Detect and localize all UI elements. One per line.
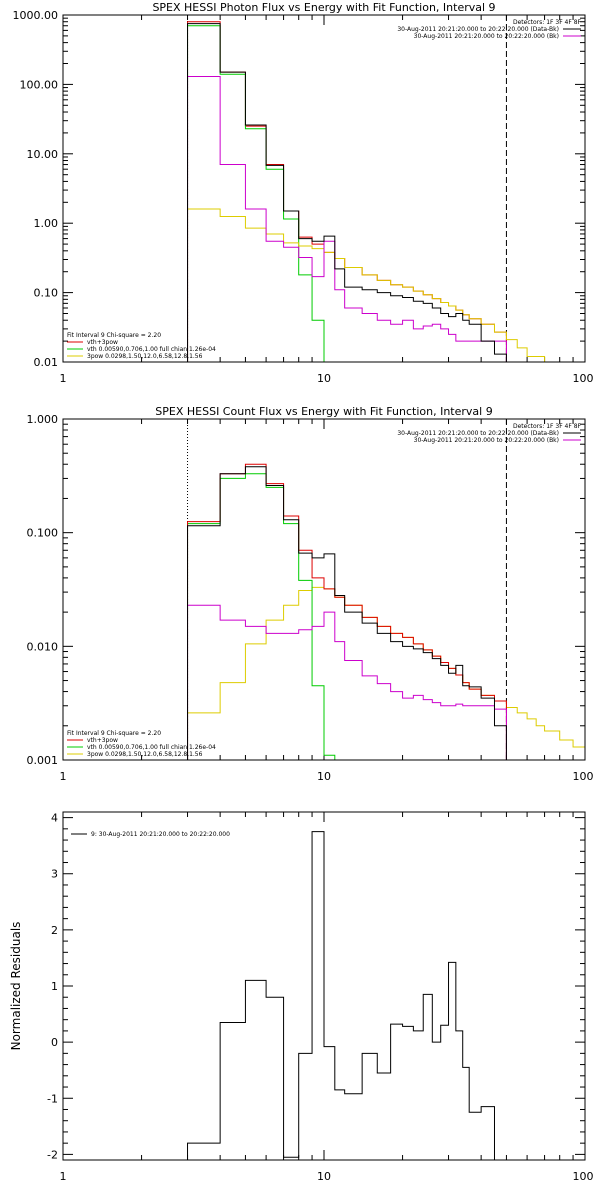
- series-3pow-line: [187, 586, 585, 760]
- x-tick-label: 1: [60, 770, 67, 783]
- series-bk-line: [187, 604, 507, 760]
- photon-flux-panel: SPEX HESSI Photon Flux vs Energy with Fi…: [13, 1, 594, 385]
- plot-frame: [62, 418, 586, 761]
- legend-entry: vth 0.00590,0.706,1.00 full chian 1.26e-…: [87, 744, 216, 751]
- x-tick-label: 10: [317, 770, 331, 783]
- y-tick-label: 0.001: [27, 754, 59, 767]
- legend-entry: 30-Aug-2011 20:21:20.000 to 20:22:20.000…: [414, 437, 559, 444]
- x-tick-label: 1: [60, 372, 67, 385]
- residuals-panel: Normalized Residuals 1 10 100 -2 -1 0 1 2 3 4 9: 30…: [9, 811, 594, 1183]
- y-tick-label: 0: [51, 1036, 58, 1049]
- legend-entry: 30-Aug-2011 20:21:20.000 to 20:22:20.000…: [397, 26, 559, 33]
- legend-entry: 30-Aug-2011 20:21:20.000 to 20:22:20.000…: [414, 33, 559, 40]
- y-tick-label: 0.010: [27, 640, 59, 653]
- series-vth-3pow-line: [187, 21, 507, 362]
- y-tick-label: 100.00: [20, 78, 59, 91]
- plot-frame: [62, 811, 586, 1161]
- y-tick-label: 1000.00: [13, 9, 59, 22]
- legend-entry: vth+3pow: [87, 737, 118, 744]
- x-tick-label: 100: [573, 770, 594, 783]
- y-tick-label: 0.10: [34, 287, 59, 300]
- legend-entry: vth 0.00590,0.706,1.00 full chian 1.26e-…: [87, 346, 216, 353]
- y-tick-label: 1: [51, 980, 58, 993]
- legend-entry: Detectors: 1F 3F 4F 8F: [513, 423, 582, 430]
- x-tick-label: 100: [573, 372, 594, 385]
- chart-title: SPEX HESSI Count Flux vs Energy with Fit…: [155, 405, 492, 418]
- y-tick-label: -2: [47, 1148, 58, 1161]
- series-residuals-line: [187, 831, 507, 1160]
- series-bk-line: [187, 75, 507, 362]
- series-data-bk-line: [187, 23, 507, 362]
- y-tick-label: 0.100: [27, 527, 59, 540]
- legend-entry: Fit Interval 9 Chi-square = 2.20: [67, 730, 161, 737]
- legend-entry: vth+3pow: [87, 339, 118, 346]
- series-3pow-line: [187, 208, 546, 362]
- x-tick-label: 10: [317, 1170, 331, 1183]
- legend-entry: 3pow 0.0298,1.50,12.0,6.58,12.8,1.56: [87, 751, 203, 758]
- x-tick-label: 1: [60, 1170, 67, 1183]
- count-flux-panel: SPEX HESSI Count Flux vs Energy with Fit…: [27, 405, 594, 783]
- y-tick-label: 2: [51, 924, 58, 937]
- y-tick-label: 0.01: [34, 356, 59, 369]
- legend-entry: 3pow 0.0298,1.50,12.0,6.58,12.8,1.56: [87, 353, 203, 360]
- series-data-bk-line: [187, 466, 507, 760]
- y-axis-label: Normalized Residuals: [9, 922, 23, 1051]
- legend-entry: 9: 30-Aug-2011 20:21:20.000 to 20:22:20.…: [91, 831, 230, 838]
- legend-entry: Fit Interval 9 Chi-square = 2.20: [67, 332, 161, 339]
- y-tick-label: 3: [51, 868, 58, 881]
- x-tick-label: 100: [573, 1170, 594, 1183]
- y-tick-label: 1.00: [34, 217, 59, 230]
- legend-entry: 30-Aug-2011 20:21:20.000 to 20:22:20.000…: [397, 430, 559, 437]
- y-tick-label: 10.00: [27, 148, 59, 161]
- y-tick-label: 1.000: [27, 413, 59, 426]
- y-tick-label: 4: [51, 812, 58, 825]
- x-tick-label: 10: [317, 372, 331, 385]
- chart-title: SPEX HESSI Photon Flux vs Energy with Fi…: [152, 1, 495, 14]
- plot-frame: [62, 14, 586, 363]
- legend-entry: Detectors: 1F 3F 4F 8F: [513, 19, 582, 26]
- y-tick-label: -1: [47, 1092, 58, 1105]
- series-vth-line: [187, 473, 336, 760]
